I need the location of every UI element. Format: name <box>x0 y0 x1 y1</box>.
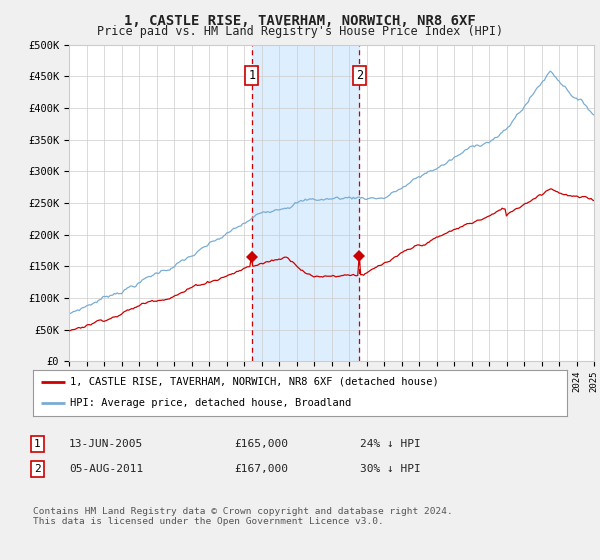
Text: 1, CASTLE RISE, TAVERHAM, NORWICH, NR8 6XF (detached house): 1, CASTLE RISE, TAVERHAM, NORWICH, NR8 6… <box>70 377 439 387</box>
Text: 2: 2 <box>356 69 363 82</box>
Bar <box>252 45 359 361</box>
Text: Price paid vs. HM Land Registry's House Price Index (HPI): Price paid vs. HM Land Registry's House … <box>97 25 503 38</box>
Text: 13-JUN-2005: 13-JUN-2005 <box>69 439 143 449</box>
Text: 1: 1 <box>34 439 41 449</box>
Text: £167,000: £167,000 <box>234 464 288 474</box>
Text: 2: 2 <box>34 464 41 474</box>
Text: 05-AUG-2011: 05-AUG-2011 <box>69 464 143 474</box>
Text: HPI: Average price, detached house, Broadland: HPI: Average price, detached house, Broa… <box>70 398 352 408</box>
Text: 1: 1 <box>248 69 256 82</box>
Text: 1, CASTLE RISE, TAVERHAM, NORWICH, NR8 6XF: 1, CASTLE RISE, TAVERHAM, NORWICH, NR8 6… <box>124 14 476 28</box>
Text: £165,000: £165,000 <box>234 439 288 449</box>
Text: 30% ↓ HPI: 30% ↓ HPI <box>360 464 421 474</box>
Text: Contains HM Land Registry data © Crown copyright and database right 2024.
This d: Contains HM Land Registry data © Crown c… <box>33 507 453 526</box>
Text: 24% ↓ HPI: 24% ↓ HPI <box>360 439 421 449</box>
